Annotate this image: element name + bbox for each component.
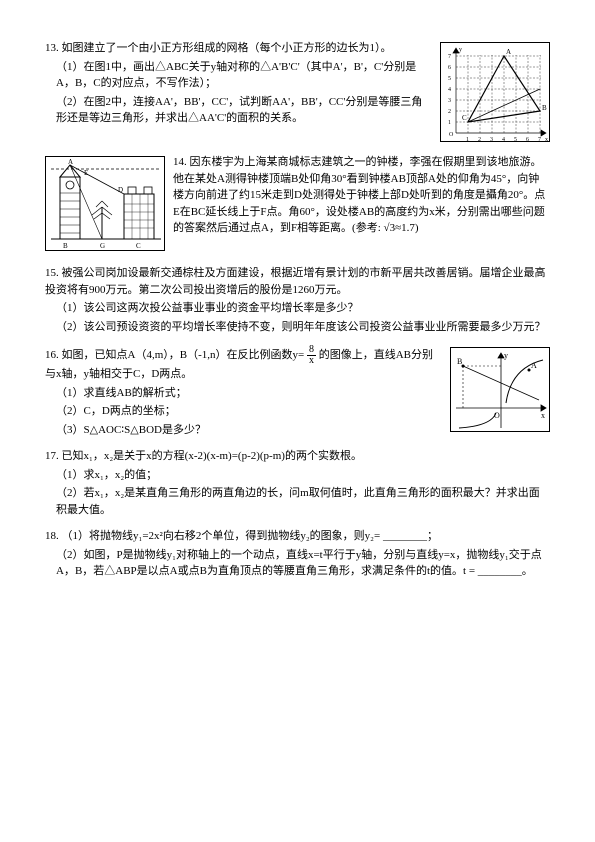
svg-text:G: G xyxy=(100,242,105,250)
document: A B C O 123 456 7x 123 456 7y 13. 如图建立了一… xyxy=(45,40,550,580)
problem-16: A B y x O 16. 如图，已知点A（4,m），B（-1,n）在反比例函数y=… xyxy=(45,345,550,438)
svg-text:5: 5 xyxy=(514,137,517,143)
problem-text: （1）将抛物线y₁=2x²向右移2个单位，得到抛物线y₂的图象，则y₂= ___… xyxy=(62,530,438,542)
sub-1: （1）求x₁，x₂的值； xyxy=(56,467,550,484)
svg-text:E: E xyxy=(84,169,88,177)
svg-text:1: 1 xyxy=(448,120,451,126)
problem-text: 因东楼宇为上海某商城标志建筑之一的钟楼，李强在假期里到该地旅游。他在某处A测得钟… xyxy=(173,156,545,234)
sub-2: （2）若x₁，x₂是某直角三角形的两直角边的长，问m取何值时，此直角三角形的面积… xyxy=(56,485,550,518)
svg-text:B: B xyxy=(542,104,547,112)
svg-text:D: D xyxy=(118,186,123,194)
problem-text: 如图建立了一个由小正方形组成的网格（每个小正方形的边长为1）。 xyxy=(62,42,392,54)
svg-text:7: 7 xyxy=(538,137,541,143)
sub-1: （1）该公司这两次投公益事业事业的资金平均增长率是多少？ xyxy=(56,300,550,317)
sub-1: （2）如图，P是抛物线y₁对称轴上的一个动点，直线x=t平行于y轴，分别与直线y… xyxy=(56,547,550,580)
svg-text:C: C xyxy=(462,114,467,122)
figure-towers: A E D B G C xyxy=(45,156,165,251)
svg-text:B: B xyxy=(63,242,68,250)
problem-number: 14. xyxy=(173,156,187,168)
svg-text:A: A xyxy=(68,158,73,166)
problem-14: A E D B G C 14. 因东楼宇为上海某商城标志建筑之一的钟楼，李强在假期里到该… xyxy=(45,154,550,255)
svg-text:4: 4 xyxy=(448,87,451,93)
figure-triangle-grid: A B C O 123 456 7x 123 456 7y xyxy=(440,42,550,142)
svg-text:y: y xyxy=(459,47,462,53)
problem-number: 17. xyxy=(45,450,59,462)
svg-text:O: O xyxy=(449,132,454,138)
problem-18: 18. （1）将抛物线y₁=2x²向右移2个单位，得到抛物线y₂的图象，则y₂=… xyxy=(45,528,550,580)
problem-number: 13. xyxy=(45,42,59,54)
svg-text:A: A xyxy=(531,361,537,370)
problem-text: 已知x₁，x₂是关于x的方程(x-2)(x-m)=(p-2)(p-m)的两个实数… xyxy=(62,450,362,462)
svg-text:2: 2 xyxy=(478,137,481,143)
figure-hyperbola: A B y x O xyxy=(450,347,550,432)
svg-text:6: 6 xyxy=(448,65,451,71)
svg-text:5: 5 xyxy=(448,76,451,82)
svg-text:x: x xyxy=(545,137,548,143)
svg-text:y: y xyxy=(504,351,508,360)
problem-number: 16. xyxy=(45,349,59,361)
svg-text:A: A xyxy=(506,48,511,56)
svg-text:4: 4 xyxy=(502,137,505,143)
svg-text:x: x xyxy=(541,411,545,420)
sub-2: （2）该公司预设资资的平均增长率使持不变，则明年年度该公司投资公益事业业所需要最… xyxy=(56,319,550,336)
svg-text:2: 2 xyxy=(448,109,451,115)
problem-number: 18. xyxy=(45,530,59,542)
svg-text:C: C xyxy=(136,242,141,250)
svg-text:3: 3 xyxy=(448,98,451,104)
svg-text:B: B xyxy=(457,357,462,366)
problem-number: 15. xyxy=(45,267,59,279)
fraction-8-over-x: 8x xyxy=(307,345,316,366)
svg-text:O: O xyxy=(494,411,500,420)
problem-15: 15. 被强公司岗加设最新交通棕柱及方面建设，根据近增有景计划的市新平居共改善居… xyxy=(45,265,550,335)
problem-text: 被强公司岗加设最新交通棕柱及方面建设，根据近增有景计划的市新平居共改善居销。届增… xyxy=(45,267,546,296)
svg-text:1: 1 xyxy=(466,137,469,143)
svg-text:3: 3 xyxy=(490,137,493,143)
problem-13: A B C O 123 456 7x 123 456 7y 13. 如图建立了一… xyxy=(45,40,550,144)
problem-text: 如图，已知点A（4,m），B（-1,n）在反比例函数y= xyxy=(62,349,305,361)
problem-17: 17. 已知x₁，x₂是关于x的方程(x-2)(x-m)=(p-2)(p-m)的… xyxy=(45,448,550,518)
svg-text:6: 6 xyxy=(526,137,529,143)
svg-text:7: 7 xyxy=(448,54,451,60)
